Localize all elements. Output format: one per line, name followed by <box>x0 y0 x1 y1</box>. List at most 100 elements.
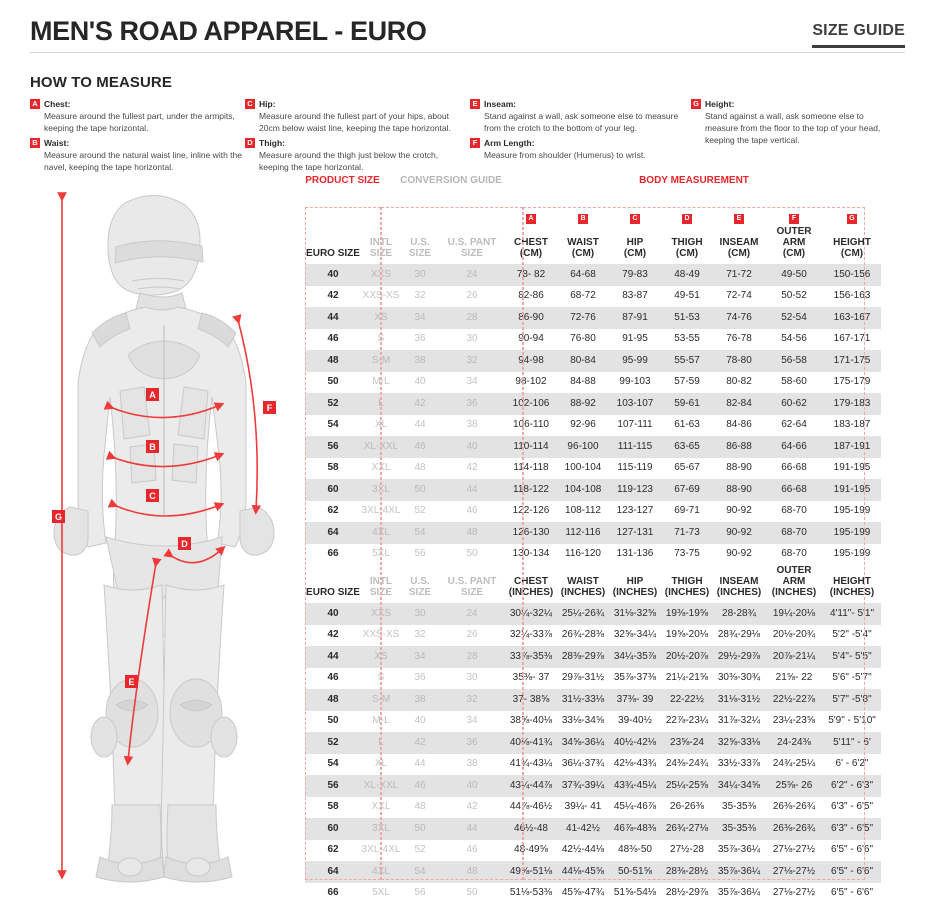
how-to-measure-column-4: G Height: Stand against a wall, ask some… <box>691 98 891 176</box>
cm-cell-height: 187-191 <box>823 436 881 458</box>
cm-cell-inseam: 72-74 <box>726 290 752 302</box>
table-row: 54 XL 44 38 106-110 92-96 107-111 61-63 84-86 62-… <box>305 415 881 437</box>
inch-cell-thigh: 21¼-21⅝ <box>665 672 709 684</box>
inch-cell-us-size: 44 <box>414 758 426 770</box>
inch-cell-intl: XXS-XS <box>362 629 400 641</box>
col-header-us-pant-size-in: U.S. PANT SIZE <box>447 576 497 598</box>
measure-label-arm-length: Arm Length: <box>484 138 535 148</box>
col-header-thigh-cm: THIGH (CM) <box>671 237 703 259</box>
inch-cell-waist: 29⅞-31½ <box>561 672 605 684</box>
inch-cell-us-size: 42 <box>401 732 439 754</box>
cm-cell-outer-arm: 64-66 <box>765 436 823 458</box>
col-header-waist-in: WAIST (INCHES) <box>560 576 606 598</box>
cm-cell-hip: 87-91 <box>609 307 661 329</box>
inch-cell-hip: 51⅝-54⅛ <box>613 887 657 899</box>
cm-cell-thigh: 57-59 <box>674 376 700 388</box>
cm-cell-us-pant: 24 <box>439 264 505 286</box>
spacer-cell <box>439 207 505 226</box>
badge-e: E <box>734 214 744 224</box>
cm-cell-us-pant: 50 <box>466 548 478 560</box>
inch-cell-outer-arm: 26⅜-26¾ <box>765 818 823 840</box>
inch-cell-height: 5'7" -5'8" <box>823 689 881 711</box>
cm-cell-thigh: 73-75 <box>674 548 700 560</box>
col-header-height-cm: HEIGHT (CM) <box>833 237 871 259</box>
cm-cell-us-pant: 38 <box>466 419 478 431</box>
inch-cell-height: 6'3" - 6'5" <box>823 818 881 840</box>
figure-marker-e: E <box>125 675 138 688</box>
cm-cell-height: 175-179 <box>833 376 871 388</box>
cm-cell-intl: XS <box>361 307 401 329</box>
cm-cell-us-pant: 26 <box>466 290 478 302</box>
inch-cell-outer-arm: 24¾-25¼ <box>772 758 816 770</box>
inch-cell-inseam: 32⅝-33⅛ <box>713 732 765 754</box>
cm-cell-height: 150-156 <box>823 264 881 286</box>
cm-cell-chest: 122-126 <box>512 505 550 517</box>
inch-cell-us-size: 30 <box>401 603 439 625</box>
cm-cell-height: 171-175 <box>823 350 881 372</box>
inch-cell-us-size: 50 <box>401 818 439 840</box>
col-header-intl-size-text: INTL SIZE <box>369 237 393 259</box>
cm-cell-thigh: 63-65 <box>661 436 713 458</box>
cm-cell-inseam: 88-90 <box>726 462 752 474</box>
cm-cell-outer-arm: 56-58 <box>765 350 823 372</box>
cm-cell-chest: 126-130 <box>505 522 557 544</box>
cm-cell-chest: 130-134 <box>512 548 550 560</box>
col-header-height-in: HEIGHT (INCHES) <box>829 576 875 598</box>
how-to-measure-column-1: A Chest: Measure around the fullest part… <box>30 98 242 176</box>
cm-cell-intl: S <box>377 333 385 345</box>
cm-cell-intl: 3XL <box>361 479 401 501</box>
inch-cell-chest: 43¼-44⅞ <box>505 775 557 797</box>
cm-cell-inseam: 90-92 <box>713 522 765 544</box>
inch-cell-waist: 37¾-39¼ <box>557 775 609 797</box>
inch-cell-intl: 3XL <box>361 818 401 840</box>
col-badge-hip: C <box>609 207 661 226</box>
inch-cell-euro: 50 <box>327 715 339 727</box>
inch-cell-thigh: 28⅜-28½ <box>661 861 713 883</box>
table-row: 40 XXS 30 24 30¼-32¼ 25¼-26¾ 31⅛-32⅝ 19⅜-19⅝ 28-… <box>305 603 881 625</box>
inch-cell-waist: 44⅛-45⅝ <box>557 861 609 883</box>
col-header-euro-size-text: EURO SIZE <box>306 248 360 259</box>
inch-cell-thigh: 20½-20⅞ <box>661 646 713 668</box>
badge-a: A <box>526 214 536 224</box>
inch-cell-height: 6'2" - 6'3" <box>823 775 881 797</box>
measure-text-arm-length: Measure from shoulder (Humerus) to wrist… <box>484 150 646 160</box>
figure-marker-g: G <box>52 510 65 523</box>
inch-cell-chest: 38⅝-40⅛ <box>509 715 553 727</box>
inch-cell-intl: XXS <box>361 603 401 625</box>
figure-marker-b: B <box>146 440 159 453</box>
cm-cell-us-pant: 28 <box>439 307 505 329</box>
how-to-measure-title: HOW TO MEASURE <box>30 74 172 91</box>
inch-cell-thigh: 19⅜-19⅝ <box>661 603 713 625</box>
inch-cell-hip: 34¼-35⅞ <box>609 646 661 668</box>
cm-cell-waist: 92-96 <box>570 419 596 431</box>
badge-c: C <box>630 214 640 224</box>
table-row: 48 S-M 38 32 94-98 80-84 95-99 55-57 78-80 56-58 1… <box>305 350 881 372</box>
inch-cell-inseam: 35⅞-36¼ <box>713 861 765 883</box>
col-badge-chest: A <box>505 207 557 226</box>
inch-cell-us-pant: 36 <box>439 732 505 754</box>
cm-cell-euro: 44 <box>305 307 361 329</box>
svg-text:D: D <box>181 539 188 549</box>
inch-cell-us-size: 36 <box>414 672 426 684</box>
table-row: 44 XS 34 28 33⅞-35⅜ 28⅜-29⅞ 34¼-35⅞ 20½-20⅞ 29½-… <box>305 646 881 668</box>
inch-cell-outer-arm: 22½-22⅞ <box>765 689 823 711</box>
how-to-measure-section: HOW TO MEASURE A Chest: Measure around t… <box>0 66 935 176</box>
inch-cell-inseam: 35⅞-36¼ <box>717 887 761 899</box>
cm-cell-chest: 106-110 <box>513 419 549 431</box>
rider-suit-illustration: A B C D E F G <box>52 192 276 883</box>
table-row: 58 XXL 48 42 44⅞-46½ 39¼- 41 45¼-46⅞ 26-26⅜ 35-3… <box>305 797 881 819</box>
cm-cell-euro: 52 <box>305 393 361 415</box>
cm-cell-thigh: 59-61 <box>661 393 713 415</box>
inch-cell-outer-arm: 27⅛-27½ <box>772 887 816 899</box>
inch-cell-us-size: 46 <box>401 775 439 797</box>
table-row: 40 XXS 30 24 78- 82 64-68 79-83 48-49 71-72 49-50… <box>305 264 881 286</box>
cm-cell-us-size: 40 <box>414 376 426 388</box>
inch-cell-height: 6'5" - 6'6" <box>830 887 874 899</box>
inch-cell-hip: 45¼-46⅞ <box>613 801 657 813</box>
svg-text:E: E <box>128 677 134 687</box>
inch-cell-chest: 51⅛-53⅜ <box>509 887 553 899</box>
badge-b: B <box>578 214 588 224</box>
col-header-outer-arm-cm: OUTER ARM (CM) <box>776 226 812 259</box>
col-header-waist-cm: WAIST (CM) <box>567 237 599 259</box>
cm-cell-intl: 3XL-4XL <box>361 505 401 517</box>
